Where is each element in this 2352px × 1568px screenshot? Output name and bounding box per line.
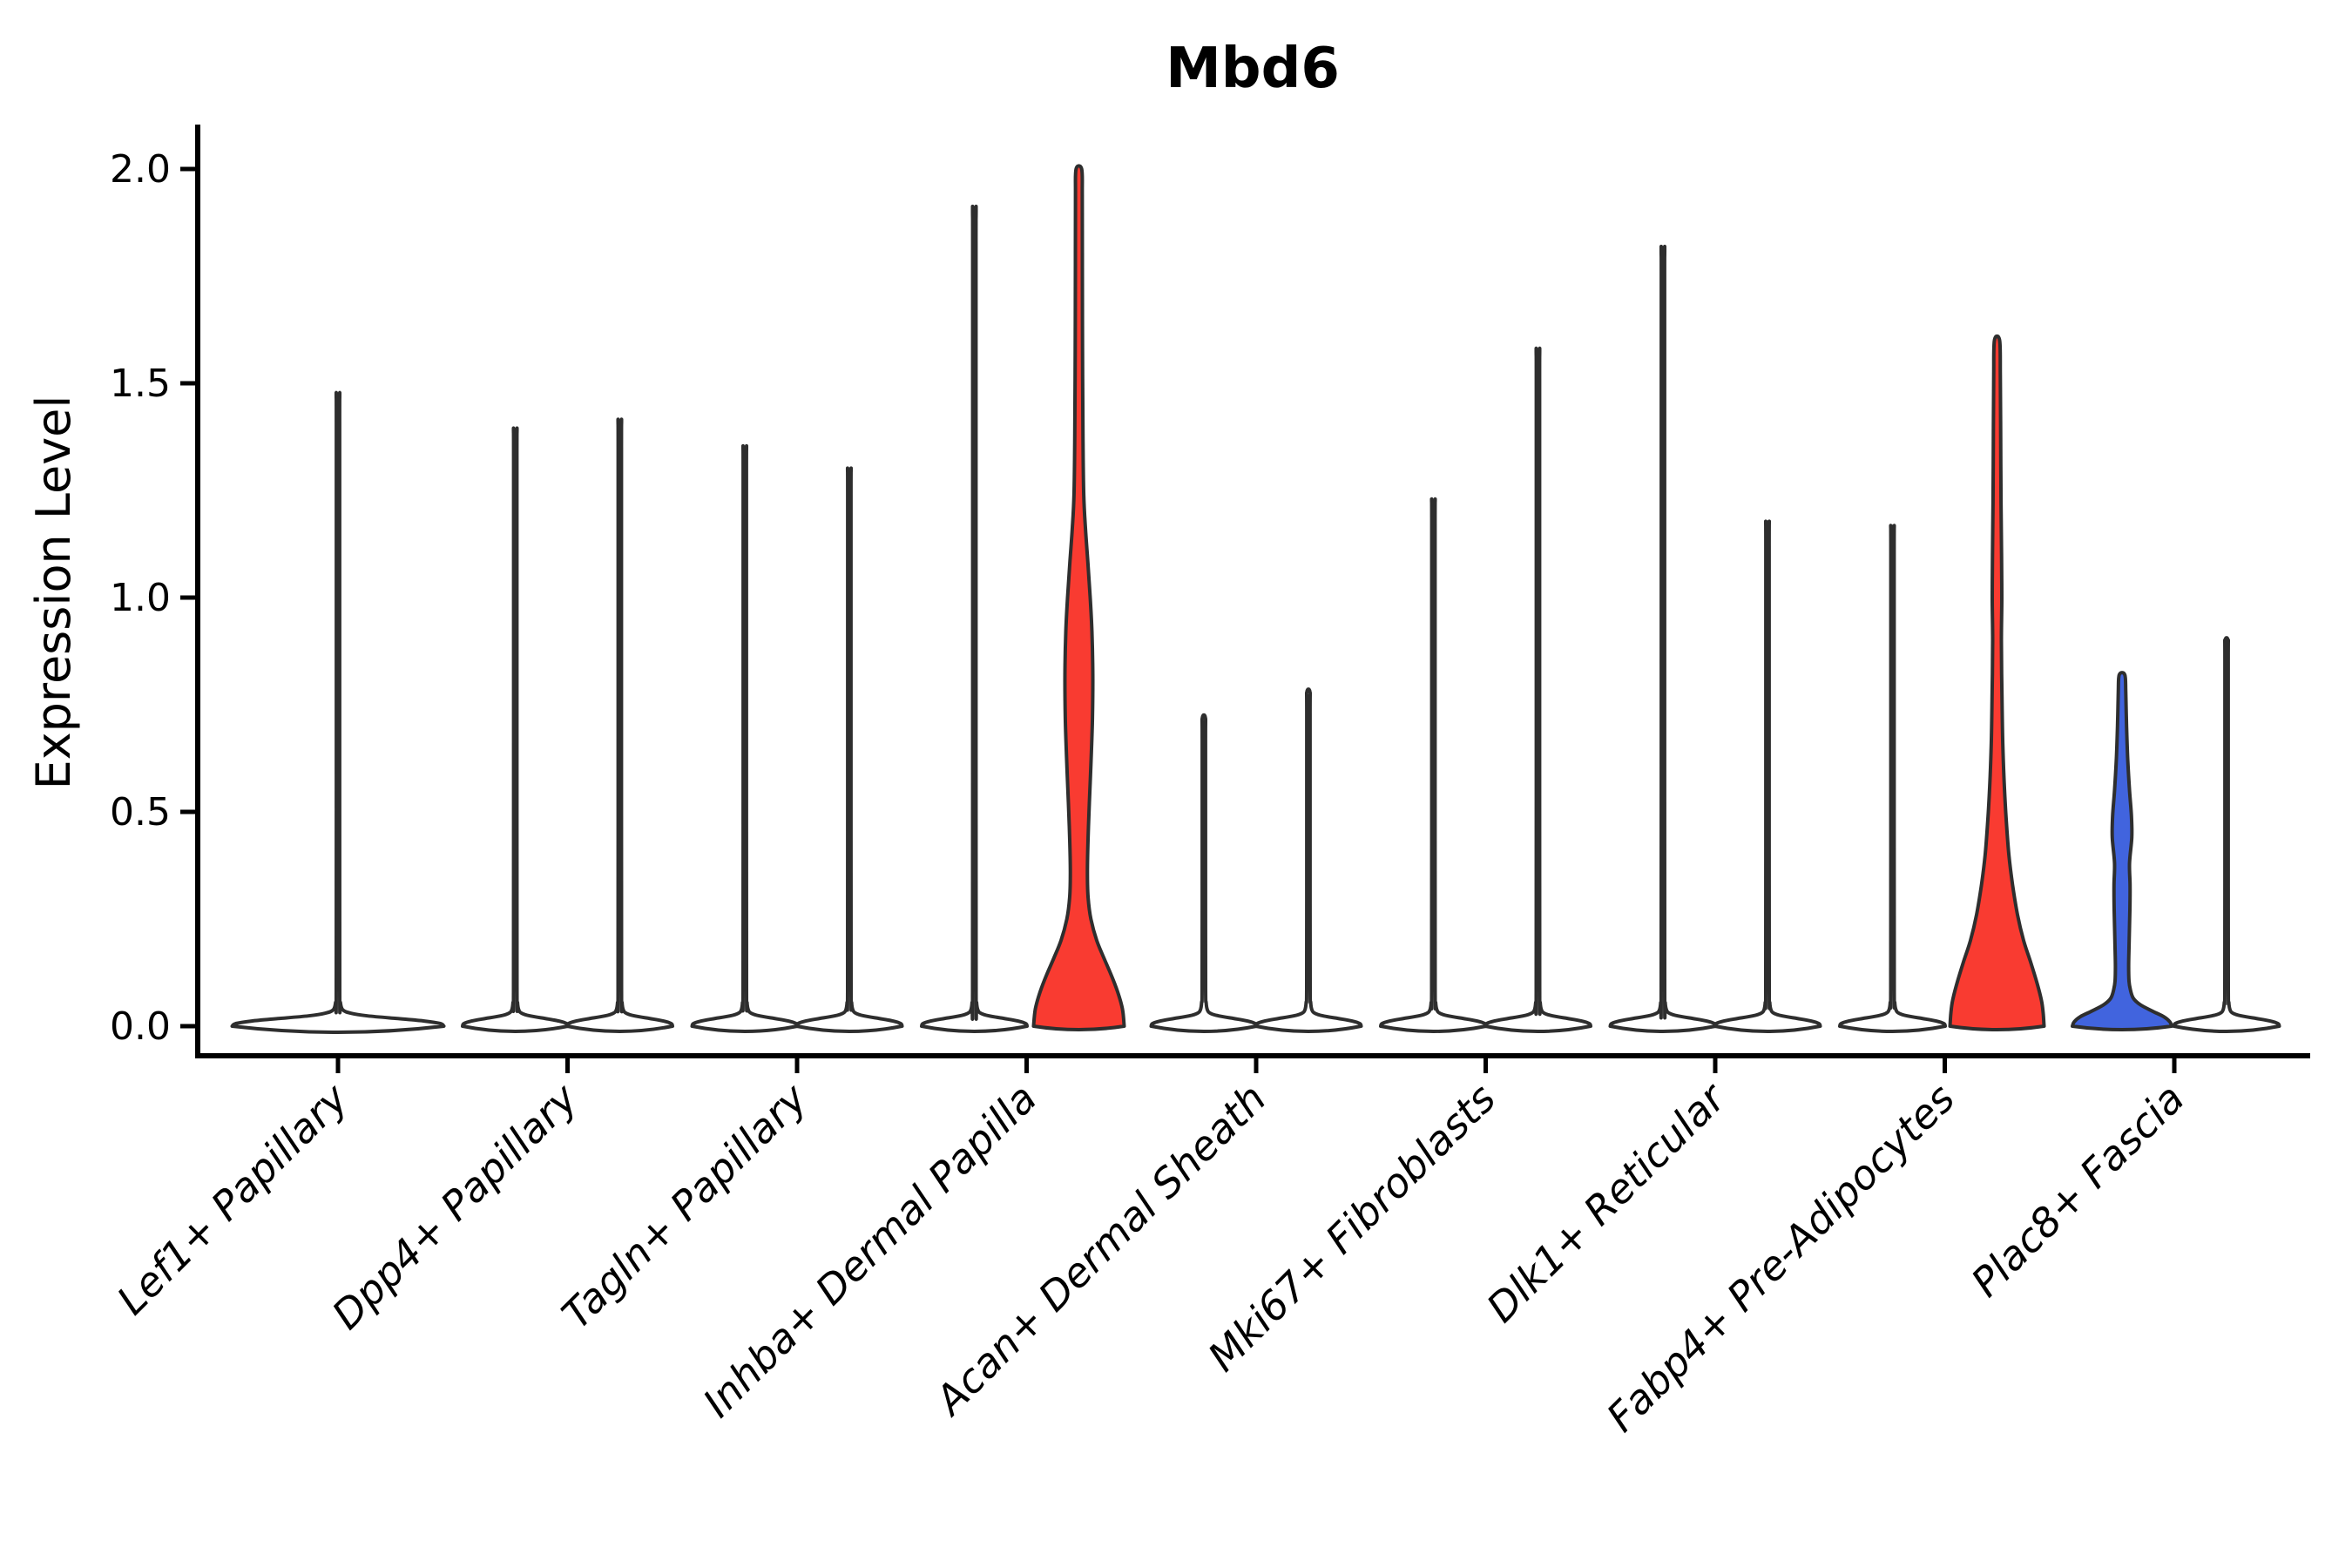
violin-red — [1031, 164, 1126, 1031]
violin — [920, 204, 1029, 1033]
x-tick-label: Plac8+ Fascia — [1962, 1075, 2193, 1306]
violin — [1254, 687, 1363, 1033]
axes-layer — [180, 125, 2310, 1073]
y-tick-label: 0.5 — [110, 790, 171, 835]
y-tick-label: 1.0 — [110, 576, 171, 620]
violin-red — [1948, 334, 2046, 1031]
x-tick-label: Dlk1+ Reticular — [1477, 1072, 1736, 1331]
violin — [565, 417, 674, 1033]
y-axis-label: Expression Level — [26, 395, 81, 790]
x-tick-label: Dpp4+ Papillary — [323, 1074, 587, 1338]
violin — [2172, 636, 2281, 1033]
violin — [690, 443, 800, 1033]
violin — [1838, 524, 1947, 1033]
violin — [1608, 244, 1718, 1033]
y-tick-label: 1.5 — [110, 362, 171, 406]
violin-blue — [2071, 671, 2173, 1031]
violin — [461, 426, 570, 1033]
violin — [1149, 713, 1259, 1033]
y-tick-label: 2.0 — [110, 147, 171, 192]
violin — [1379, 497, 1488, 1033]
x-tick-label: Tagln+ Papillary — [552, 1074, 816, 1338]
chart-title: Mbd6 — [1166, 37, 1340, 101]
x-tick-label: Lef1+ Papillary — [108, 1074, 357, 1323]
violin — [794, 466, 904, 1033]
violin — [1713, 519, 1822, 1033]
y-tick-label: 0.0 — [110, 1004, 171, 1049]
violins-layer — [230, 164, 2281, 1034]
violin — [1484, 346, 1592, 1033]
violin — [230, 390, 446, 1034]
